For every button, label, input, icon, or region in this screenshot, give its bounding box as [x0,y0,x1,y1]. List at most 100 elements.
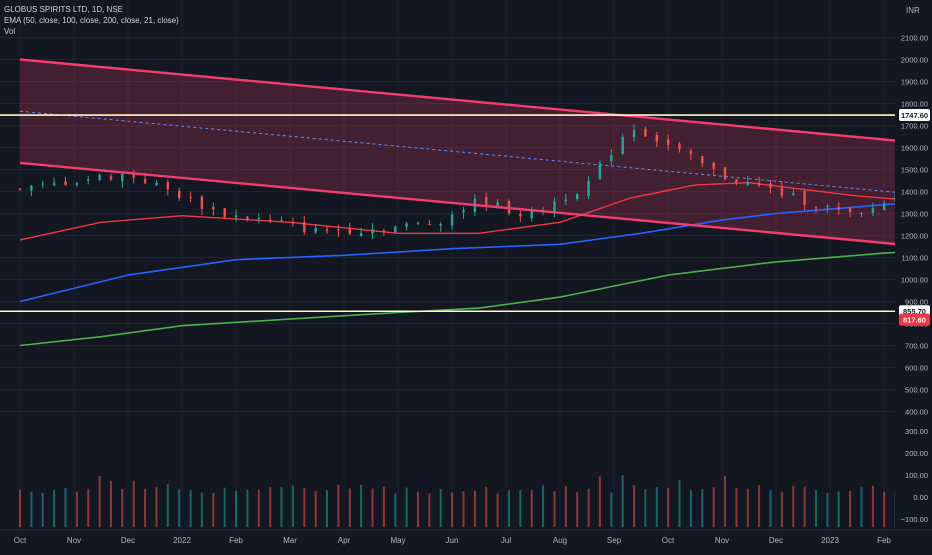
price-badge-label: 1747.60 [901,111,928,120]
candle [485,197,488,207]
volume-bar [360,485,363,527]
volume-bar [371,488,374,527]
candle [143,179,147,184]
volume-tick-label: 0.00 [913,493,928,502]
candle [780,187,784,196]
candle [337,229,340,231]
volume-bar [439,489,442,527]
price-tick-label: 1100.00 [901,254,928,263]
volume-bar [428,493,431,527]
volume-bar [519,490,522,527]
candle [416,222,420,224]
volume-bar [815,490,817,527]
volume-bar [655,487,658,527]
candle [450,214,454,226]
time-axis-label: Sep [607,536,622,545]
time-axis-label: Nov [715,536,729,545]
volume-tick-label: −100.00 [901,515,928,524]
candle [303,222,306,233]
price-tick-label: 400.00 [905,408,928,417]
volume-bar [189,490,192,527]
price-tick-label: 1000.00 [901,276,928,285]
time-axis-label: Nov [67,536,81,545]
price-tick-label: 1800.00 [901,100,928,109]
candle [871,208,875,213]
price-tick-label: 1900.00 [901,78,928,87]
candle [155,182,158,186]
time-axis-label: Oct [14,536,27,545]
volume-bar [110,481,112,527]
time-axis-label: Dec [769,536,783,545]
volume-bar [610,492,613,527]
candle [564,199,567,202]
volume-bar [644,489,647,527]
volume-bar [269,487,272,527]
volume-bar [98,476,101,527]
time-axis-label: Mar [283,536,297,545]
candle [462,210,465,213]
time-axis-label: Jul [501,536,511,545]
candle [598,163,602,180]
candle [280,220,283,222]
indicator-label: EMA (50, close, 100, close, 200, close, … [4,16,179,25]
candle [41,183,44,185]
candle [371,229,374,234]
candle [18,188,22,190]
candle [632,129,636,138]
volume-bar [508,490,510,527]
volume-bar [75,491,78,527]
candle [428,224,431,225]
candle [826,206,829,208]
volume-bar [64,487,67,527]
volume-bar [280,487,283,527]
candle [576,194,579,199]
volume-tick-label: 100.00 [905,471,928,480]
candle [769,183,772,188]
volume-bar [746,489,749,527]
volume-bar [178,489,181,527]
candle [792,193,795,196]
volume-bar [257,489,260,527]
candle [405,223,408,227]
volume-bar [712,487,715,527]
candle [30,185,33,191]
volume-bar [348,488,351,527]
time-axis-label: 2023 [821,536,839,545]
time-axis-label: Aug [553,536,567,545]
candle [64,181,67,186]
time-axis-label: Dec [121,536,135,545]
currency-label: INR [906,6,920,15]
volume-bar [473,490,476,527]
candle [382,230,386,233]
price-tick-label: 900.00 [905,298,928,307]
candle [257,218,260,220]
volume-bar [303,488,306,527]
volume-bar [19,489,21,527]
candle [394,226,397,233]
volume-bar [41,493,44,527]
candle [689,151,693,155]
candle [166,182,169,190]
candle [530,209,533,219]
candle [735,179,738,184]
volume-bar [87,488,90,527]
price-tick-label: 2100.00 [901,34,928,43]
ema-100-line [19,249,932,347]
volume-bar [496,493,499,527]
time-axis-label: Apr [338,536,351,545]
volume-bar [792,485,795,527]
price-axis-bg [895,0,932,550]
candle [757,183,761,186]
volume-bar [132,480,135,527]
price-tick-label: 500.00 [905,386,928,395]
candle [587,181,590,196]
volume-bar [530,489,533,527]
volume-bar [53,490,56,527]
time-axis-label: Feb [229,536,243,545]
candle [234,215,238,218]
volume-bar [564,485,567,527]
chart-title: GLOBUS SPIRITS LTD, 1D, NSE [4,5,123,14]
price-tick-label: 1400.00 [901,188,928,197]
